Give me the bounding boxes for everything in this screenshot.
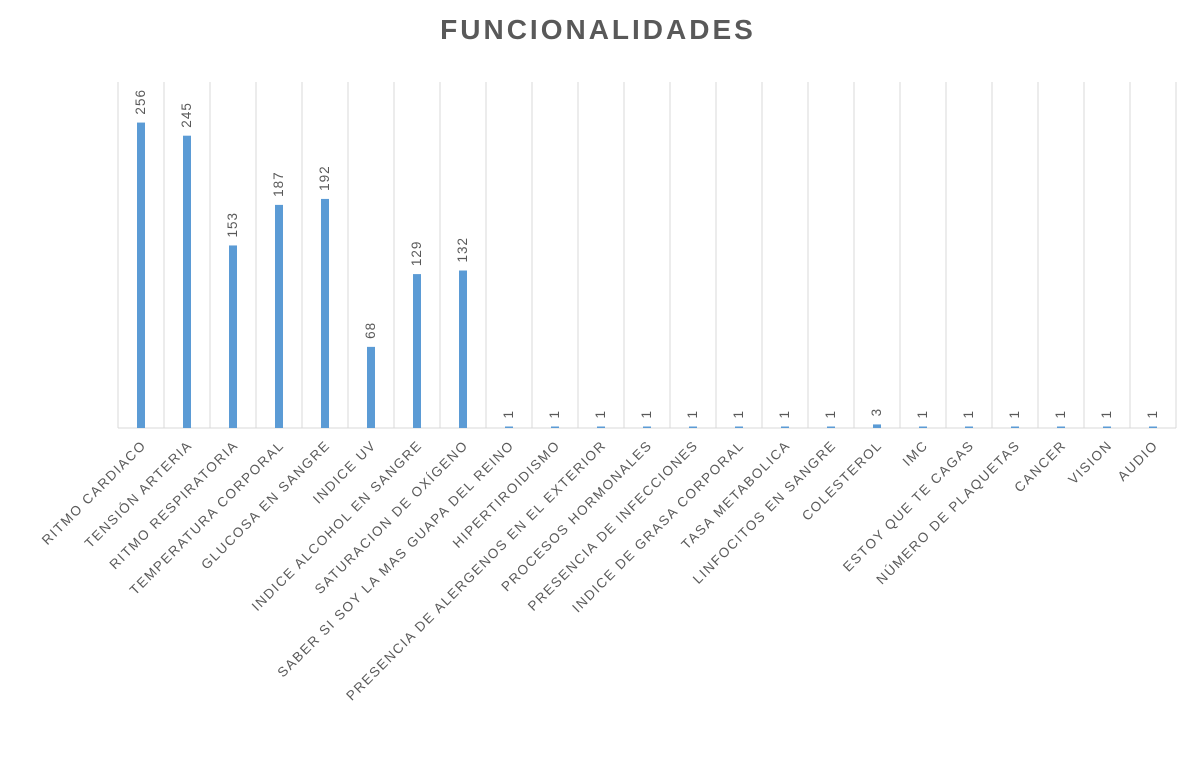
data-label: 129 xyxy=(409,241,424,267)
bar xyxy=(689,426,697,428)
data-label: 1 xyxy=(823,410,838,419)
data-label: 1 xyxy=(593,410,608,419)
bar xyxy=(551,426,559,428)
bar xyxy=(1103,426,1111,428)
bar xyxy=(505,426,513,428)
bar xyxy=(413,274,421,428)
bar xyxy=(919,426,927,428)
category-label: VISION xyxy=(1065,438,1115,488)
bar xyxy=(643,426,651,428)
category-label: AUDIO xyxy=(1115,438,1162,485)
data-label: 1 xyxy=(1099,410,1114,419)
bar xyxy=(965,426,973,428)
data-label: 1 xyxy=(961,410,976,419)
category-label: INDICE DE GRASA CORPORAL xyxy=(569,438,747,616)
data-label: 1 xyxy=(639,410,654,419)
data-label: 1 xyxy=(501,410,516,419)
bar xyxy=(735,426,743,428)
bar xyxy=(321,198,329,428)
bar xyxy=(1057,426,1065,428)
data-label: 68 xyxy=(363,322,378,339)
data-label: 1 xyxy=(1145,410,1160,419)
category-label: IMC xyxy=(900,438,931,469)
data-label: 1 xyxy=(777,410,792,419)
bar xyxy=(229,245,237,428)
category-label: COLESTEROL xyxy=(799,438,885,524)
data-label: 187 xyxy=(271,171,286,197)
data-label: 153 xyxy=(225,212,240,238)
bar xyxy=(873,424,881,428)
bar xyxy=(459,270,467,428)
data-label: 1 xyxy=(731,410,746,419)
bar xyxy=(275,204,283,428)
bar xyxy=(183,135,191,429)
data-label: 245 xyxy=(179,102,194,128)
bar xyxy=(827,426,835,428)
bar xyxy=(1011,426,1019,428)
chart-title: FUNCIONALIDADES xyxy=(440,14,756,45)
category-label: PRESENCIA DE INFECCIONES xyxy=(525,438,701,614)
bar xyxy=(137,122,145,428)
bar xyxy=(367,346,375,428)
bar xyxy=(781,426,789,428)
data-label: 1 xyxy=(1007,410,1022,419)
data-label: 1 xyxy=(685,410,700,419)
data-label: 132 xyxy=(455,237,470,263)
bar xyxy=(597,426,605,428)
bar xyxy=(1149,426,1157,428)
data-label: 256 xyxy=(133,89,148,115)
data-label: 3 xyxy=(869,408,884,417)
data-label: 1 xyxy=(915,410,930,419)
data-label: 192 xyxy=(317,165,332,191)
category-label: INDICE ALCOHOL EN SANGRE xyxy=(249,438,425,614)
data-label: 1 xyxy=(547,410,562,419)
data-label: 1 xyxy=(1053,410,1068,419)
